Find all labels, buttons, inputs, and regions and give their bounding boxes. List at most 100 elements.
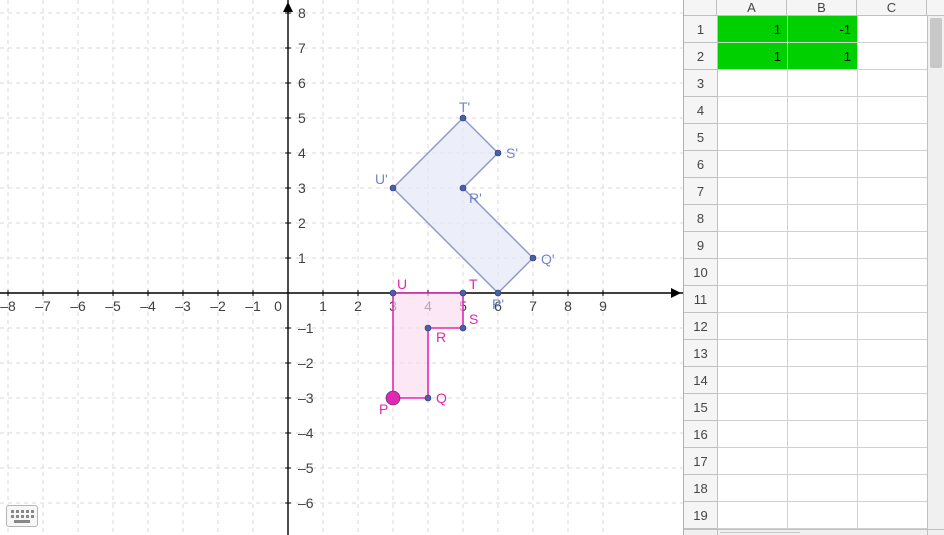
spreadsheet-corner[interactable]	[684, 0, 717, 15]
row-header-3[interactable]: 3	[684, 70, 718, 97]
cell-C11[interactable]	[858, 286, 927, 313]
cell-A16[interactable]	[718, 421, 788, 448]
cell-A12[interactable]	[718, 313, 788, 340]
cell-C7[interactable]	[858, 178, 927, 205]
row-header-9[interactable]: 9	[684, 232, 718, 259]
cell-A15[interactable]	[718, 394, 788, 421]
cell-C5[interactable]	[858, 124, 927, 151]
cell-C15[interactable]	[858, 394, 927, 421]
cell-C19[interactable]	[858, 502, 927, 529]
point-T[interactable]	[460, 290, 466, 296]
point-Qp[interactable]	[530, 255, 536, 261]
cell-C10[interactable]	[858, 259, 927, 286]
row-header-10[interactable]: 10	[684, 259, 718, 286]
col-header-B[interactable]: B	[787, 0, 857, 15]
cell-B17[interactable]	[788, 448, 858, 475]
spreadsheet-body[interactable]: 11-1211345678910111213141516171819	[684, 16, 927, 529]
cell-C4[interactable]	[858, 97, 927, 124]
cell-C14[interactable]	[858, 367, 927, 394]
point-Sp[interactable]	[495, 150, 501, 156]
scrollbar-thumb[interactable]	[930, 18, 942, 68]
cell-A10[interactable]	[718, 259, 788, 286]
col-header-C[interactable]: C	[857, 0, 927, 15]
cell-C13[interactable]	[858, 340, 927, 367]
row-header-6[interactable]: 6	[684, 151, 718, 178]
horizontal-scrollbar[interactable]	[718, 530, 927, 535]
cell-C9[interactable]	[858, 232, 927, 259]
cell-C6[interactable]	[858, 151, 927, 178]
point-Tp[interactable]	[460, 115, 466, 121]
cell-A6[interactable]	[718, 151, 788, 178]
point-Q[interactable]	[425, 395, 431, 401]
cell-A3[interactable]	[718, 70, 788, 97]
keyboard-icon[interactable]	[6, 505, 38, 527]
cell-B14[interactable]	[788, 367, 858, 394]
cell-A13[interactable]	[718, 340, 788, 367]
cell-C1[interactable]	[858, 16, 927, 43]
cell-B18[interactable]	[788, 475, 858, 502]
point-U[interactable]	[390, 290, 396, 296]
point-Rp[interactable]	[460, 185, 466, 191]
row-header-19[interactable]: 19	[684, 502, 718, 529]
cell-B5[interactable]	[788, 124, 858, 151]
pink-polygon[interactable]	[393, 293, 463, 398]
cell-B11[interactable]	[788, 286, 858, 313]
cell-A2[interactable]: 1	[718, 43, 788, 70]
cell-B3[interactable]	[788, 70, 858, 97]
cell-A11[interactable]	[718, 286, 788, 313]
row-header-4[interactable]: 4	[684, 97, 718, 124]
cell-B7[interactable]	[788, 178, 858, 205]
row-header-13[interactable]: 13	[684, 340, 718, 367]
cell-A18[interactable]	[718, 475, 788, 502]
col-header-A[interactable]: A	[717, 0, 787, 15]
row-header-11[interactable]: 11	[684, 286, 718, 313]
cell-A1[interactable]: 1	[718, 16, 788, 43]
cell-B6[interactable]	[788, 151, 858, 178]
cell-B8[interactable]	[788, 205, 858, 232]
cell-A19[interactable]	[718, 502, 788, 529]
row-header-1[interactable]: 1	[684, 16, 718, 43]
cell-A9[interactable]	[718, 232, 788, 259]
cell-B2[interactable]: 1	[788, 43, 858, 70]
cell-A7[interactable]	[718, 178, 788, 205]
cell-B16[interactable]	[788, 421, 858, 448]
row-header-16[interactable]: 16	[684, 421, 718, 448]
cell-C17[interactable]	[858, 448, 927, 475]
cell-B9[interactable]	[788, 232, 858, 259]
row-header-2[interactable]: 2	[684, 43, 718, 70]
cell-A4[interactable]	[718, 97, 788, 124]
cell-B1[interactable]: -1	[788, 16, 858, 43]
cell-B12[interactable]	[788, 313, 858, 340]
cell-B13[interactable]	[788, 340, 858, 367]
cell-A14[interactable]	[718, 367, 788, 394]
graph-canvas[interactable]: –8–7–6–5–4–3–2–1123456789–6–5–4–3–2–1123…	[0, 0, 683, 535]
cell-B19[interactable]	[788, 502, 858, 529]
cell-C2[interactable]	[858, 43, 927, 70]
cell-C16[interactable]	[858, 421, 927, 448]
row-header-8[interactable]: 8	[684, 205, 718, 232]
cell-B4[interactable]	[788, 97, 858, 124]
vertical-scrollbar[interactable]	[927, 16, 944, 529]
graph-pane[interactable]: –8–7–6–5–4–3–2–1123456789–6–5–4–3–2–1123…	[0, 0, 683, 535]
row-header-7[interactable]: 7	[684, 178, 718, 205]
row-header-12[interactable]: 12	[684, 313, 718, 340]
cell-C3[interactable]	[858, 70, 927, 97]
row-header-18[interactable]: 18	[684, 475, 718, 502]
cell-C18[interactable]	[858, 475, 927, 502]
cell-B15[interactable]	[788, 394, 858, 421]
point-S[interactable]	[460, 325, 466, 331]
cell-B10[interactable]	[788, 259, 858, 286]
row-header-5[interactable]: 5	[684, 124, 718, 151]
scrollbar-thumb[interactable]	[720, 532, 800, 533]
point-R[interactable]	[425, 325, 431, 331]
cell-A5[interactable]	[718, 124, 788, 151]
row-header-14[interactable]: 14	[684, 367, 718, 394]
cell-C8[interactable]	[858, 205, 927, 232]
row-header-17[interactable]: 17	[684, 448, 718, 475]
cell-A8[interactable]	[718, 205, 788, 232]
spreadsheet-pane[interactable]: ABC 11-1211345678910111213141516171819	[683, 0, 944, 535]
cell-A17[interactable]	[718, 448, 788, 475]
row-header-15[interactable]: 15	[684, 394, 718, 421]
cell-C12[interactable]	[858, 313, 927, 340]
point-Up[interactable]	[390, 185, 396, 191]
